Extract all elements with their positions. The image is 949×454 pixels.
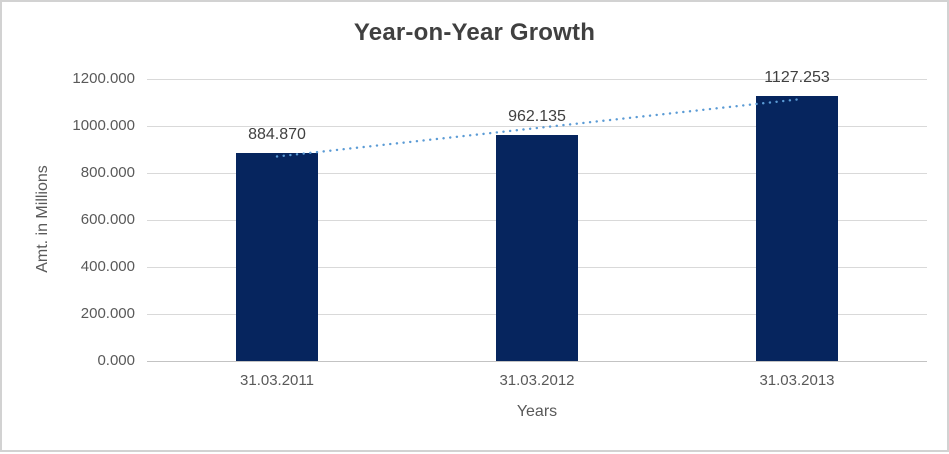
x-tick-label: 31.03.2013 bbox=[759, 372, 835, 389]
y-tick-label: 800.000 bbox=[80, 164, 135, 181]
x-axis-title: Years bbox=[516, 403, 558, 420]
bar bbox=[756, 96, 838, 361]
y-tick-label: 1200.000 bbox=[72, 70, 135, 87]
y-tick-label: 600.000 bbox=[80, 211, 135, 228]
x-axis-line bbox=[147, 360, 927, 362]
chart-title: Year-on-Year Growth bbox=[353, 19, 596, 46]
bar bbox=[236, 153, 318, 361]
x-tick-label: 31.03.2011 bbox=[240, 372, 314, 389]
bar-data-label: 962.135 bbox=[508, 107, 566, 125]
bar-data-label: 884.870 bbox=[248, 126, 306, 144]
y-tick-label: 1000.000 bbox=[72, 117, 135, 134]
y-tick-label: 200.000 bbox=[80, 305, 135, 322]
y-tick-label: 400.000 bbox=[80, 258, 135, 275]
y-tick-label: 0.000 bbox=[97, 352, 135, 369]
bar-data-label: 1127.253 bbox=[764, 69, 830, 87]
x-tick-label: 31.03.2012 bbox=[499, 372, 575, 389]
gridline bbox=[147, 78, 927, 80]
bar bbox=[496, 134, 578, 361]
